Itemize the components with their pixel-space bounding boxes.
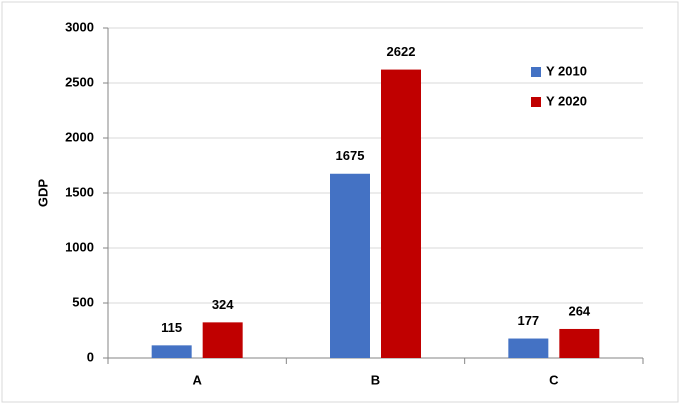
data-label: 177 xyxy=(517,313,539,328)
x-tick-label: A xyxy=(192,372,202,387)
bar xyxy=(508,338,549,358)
bar xyxy=(151,345,192,358)
legend-swatch xyxy=(531,67,541,77)
legend-label: Y 2020 xyxy=(546,93,587,108)
data-label: 324 xyxy=(212,297,234,312)
y-tick-label: 2500 xyxy=(65,74,94,89)
legend-label: Y 2010 xyxy=(546,63,587,78)
y-tick-label: 500 xyxy=(72,294,94,309)
data-label: 2622 xyxy=(387,44,416,59)
x-tick-label: B xyxy=(371,372,380,387)
data-label: 115 xyxy=(161,320,182,335)
bar xyxy=(381,69,421,358)
y-tick-label: 3000 xyxy=(65,19,94,34)
bar xyxy=(330,173,370,358)
y-tick-label: 1500 xyxy=(65,184,94,199)
y-tick-label: 2000 xyxy=(65,129,94,144)
y-tick-label: 0 xyxy=(87,349,94,364)
y-axis-label: GDP xyxy=(35,179,50,208)
legend-swatch xyxy=(531,97,541,107)
y-tick-label: 1000 xyxy=(65,239,94,254)
bar xyxy=(202,322,243,358)
bar xyxy=(559,328,600,358)
data-label: 1675 xyxy=(336,148,365,163)
x-tick-label: C xyxy=(549,372,559,387)
data-label: 264 xyxy=(568,303,590,318)
